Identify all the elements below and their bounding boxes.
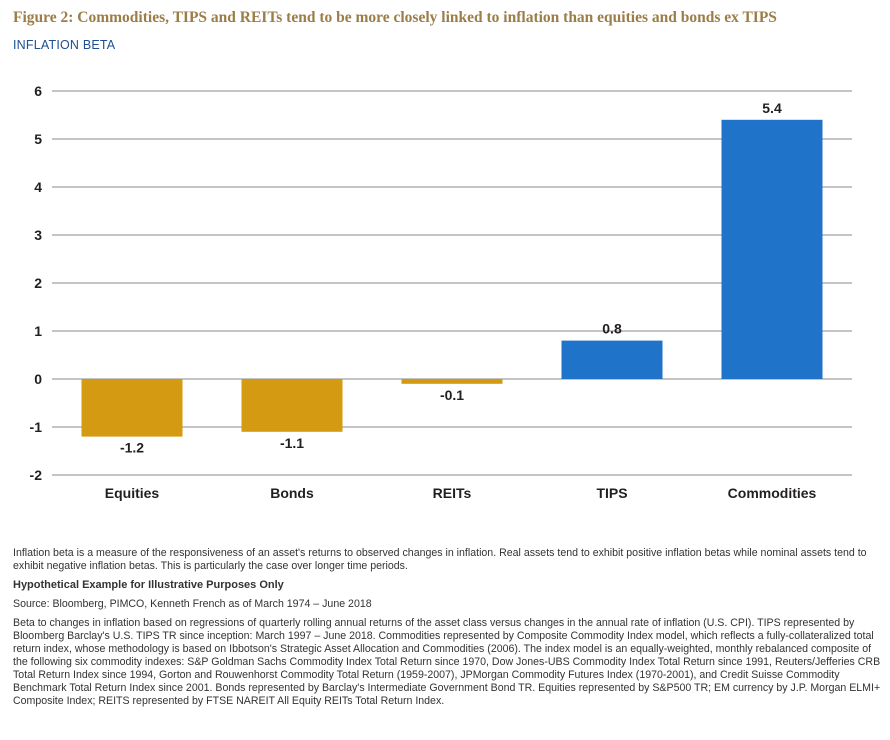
y-tick-label: 3 — [34, 227, 42, 243]
category-label: TIPS — [596, 485, 627, 501]
data-label: -0.1 — [440, 387, 464, 403]
y-tick-label: 1 — [34, 323, 42, 339]
y-tick-label: 4 — [34, 179, 42, 195]
category-label: Bonds — [270, 485, 314, 501]
y-tick-label: 2 — [34, 275, 42, 291]
data-label: -1.1 — [280, 435, 304, 451]
bar-equities — [81, 379, 183, 437]
chart-notes: Inflation beta is a measure of the respo… — [13, 547, 881, 714]
y-tick-label: -2 — [30, 467, 43, 483]
inflation-beta-bar-chart: 6 5 4 3 2 1 0 -1 -2 -1.2 Equities -1.1 Bonds -0.1 REIT… — [30, 83, 852, 501]
data-label: 0.8 — [602, 321, 622, 337]
chart-subtitle: INFLATION BETA — [13, 38, 116, 52]
note-methodology: Beta to changes in inflation based on re… — [13, 617, 881, 707]
bar-bonds — [241, 379, 343, 432]
note-description: Inflation beta is a measure of the respo… — [13, 547, 867, 572]
bar-commodities — [721, 119, 823, 380]
data-label: -1.2 — [120, 440, 144, 456]
figure-title: Figure 2: Commodities, TIPS and REITs te… — [13, 9, 777, 26]
category-label: REITs — [433, 485, 472, 501]
category-label: Commodities — [728, 485, 817, 501]
note-hypothetical: Hypothetical Example for Illustrative Pu… — [13, 579, 284, 591]
bar-reits — [401, 379, 503, 384]
y-tick-label: -1 — [30, 419, 43, 435]
category-label: Equities — [105, 485, 160, 501]
note-source: Source: Bloomberg, PIMCO, Kenneth French… — [13, 598, 372, 610]
data-label: 5.4 — [762, 100, 782, 116]
y-tick-label: 6 — [34, 83, 42, 99]
y-tick-label: 0 — [34, 371, 42, 387]
y-tick-label: 5 — [34, 131, 42, 147]
bar-tips — [561, 340, 663, 379]
